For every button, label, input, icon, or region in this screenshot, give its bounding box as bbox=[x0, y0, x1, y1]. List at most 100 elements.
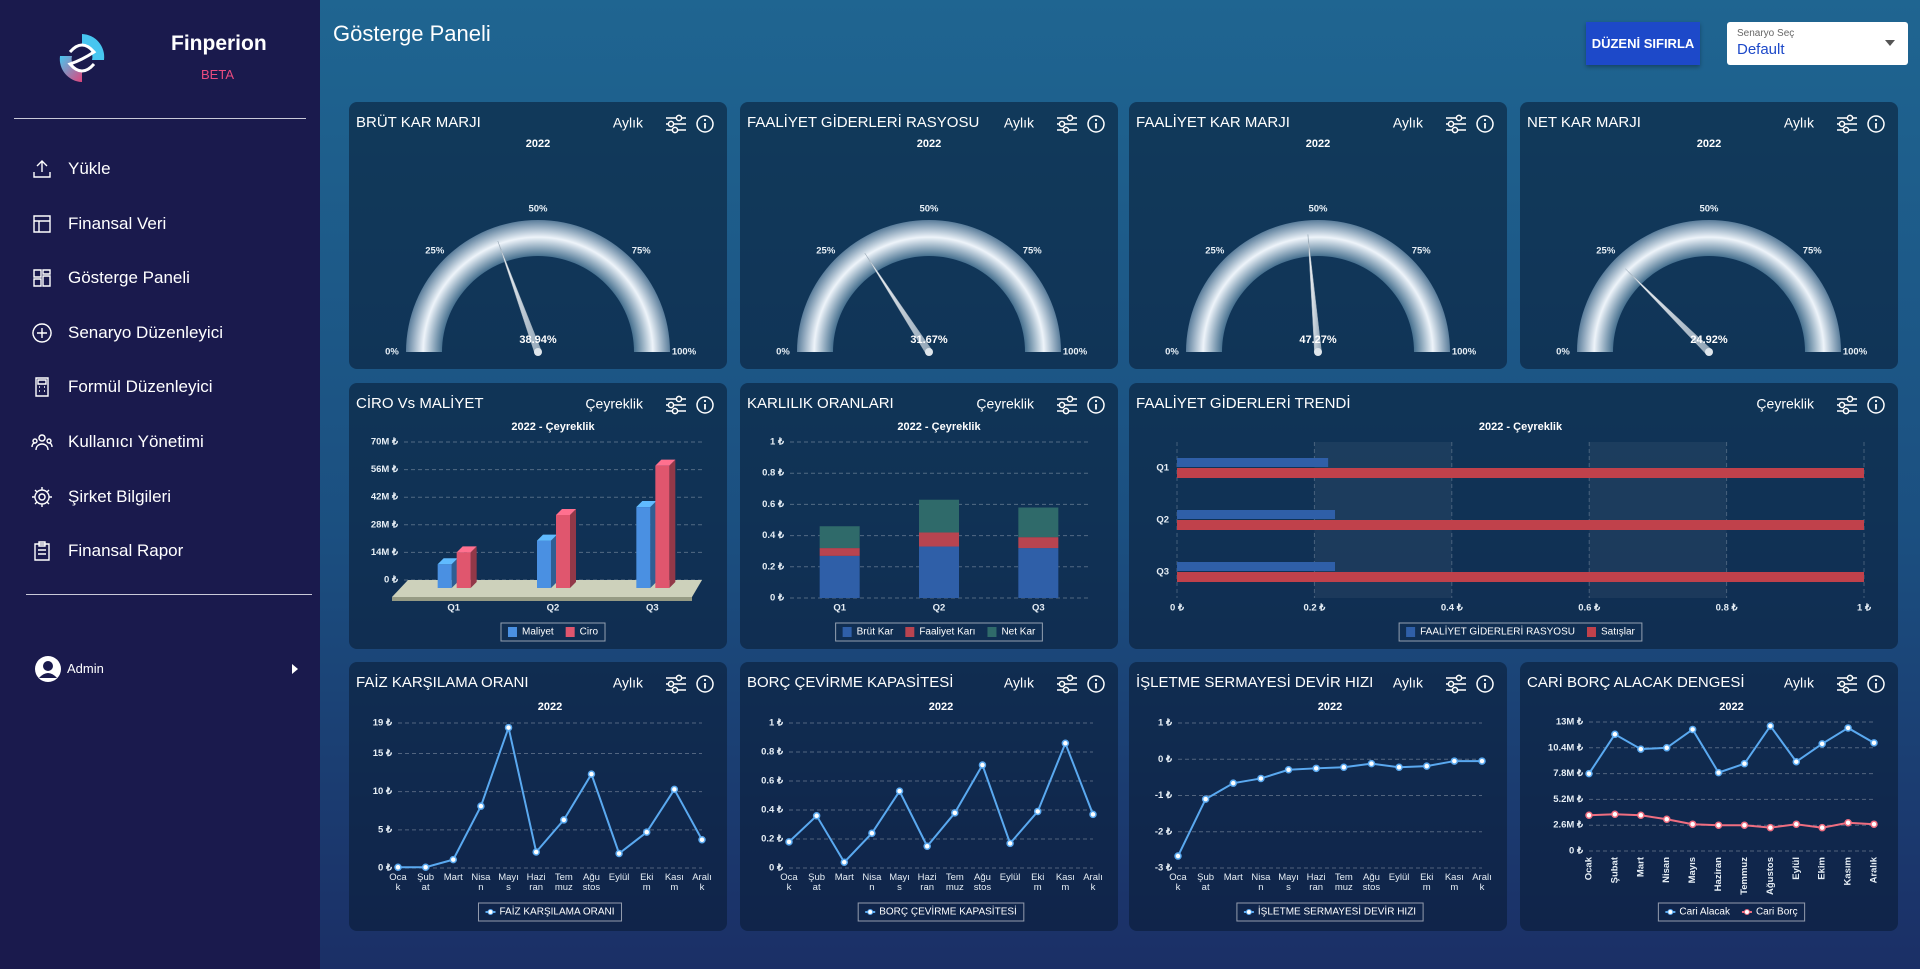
info-icon[interactable] bbox=[696, 675, 714, 693]
icon-dot bbox=[1483, 678, 1487, 682]
settings-icon[interactable] bbox=[1057, 114, 1077, 134]
info-icon[interactable] bbox=[1476, 675, 1494, 693]
icon-circle bbox=[696, 675, 714, 693]
avatar[interactable] bbox=[34, 655, 62, 683]
period-label[interactable]: Aylık bbox=[1004, 115, 1035, 131]
x-tick-label: Mayıs bbox=[498, 873, 519, 893]
settings-icon[interactable] bbox=[666, 674, 686, 694]
x-tick-label-box: Mayıs bbox=[498, 873, 519, 893]
menu-item[interactable]: Senaryo Düzenleyici bbox=[0, 318, 320, 348]
info-icon[interactable] bbox=[696, 396, 714, 414]
legend-box bbox=[835, 622, 1043, 642]
settings-icon[interactable] bbox=[1837, 395, 1857, 415]
settings-icon[interactable] bbox=[1057, 674, 1077, 694]
info-icon[interactable] bbox=[1867, 675, 1885, 693]
period-label[interactable]: Çeyreklik bbox=[976, 396, 1035, 412]
x-tick-label: Temmuz bbox=[945, 873, 964, 893]
info-icon[interactable] bbox=[1867, 115, 1885, 133]
chart: FAALİYET GİDERLERİ TRENDİ Çeyreklik 2022 -… bbox=[1136, 394, 1885, 642]
info-icon[interactable] bbox=[1867, 396, 1885, 414]
info-icon[interactable] bbox=[1087, 675, 1105, 693]
bar bbox=[655, 465, 670, 588]
reset-button[interactable]: DÜZENİ SIFIRLA bbox=[1586, 22, 1700, 65]
period-label[interactable]: Aylık bbox=[1784, 675, 1815, 691]
period-label[interactable]: Aylık bbox=[1784, 115, 1815, 131]
period-label[interactable]: Aylık bbox=[613, 675, 644, 691]
info-icon[interactable] bbox=[1476, 115, 1494, 133]
point bbox=[1818, 740, 1826, 748]
menu-item[interactable]: Gösterge Paneli bbox=[0, 263, 320, 293]
x-tick-label: Eylül bbox=[608, 873, 630, 883]
menu-item[interactable]: Finansal Veri bbox=[0, 209, 320, 239]
x-tick-label-box: Ekim bbox=[640, 873, 653, 893]
icon-knob bbox=[1058, 120, 1066, 128]
chart-subtitle: 2022 bbox=[1719, 701, 1743, 713]
menu-item[interactable]: Kullanıcı Yönetimi bbox=[0, 427, 320, 457]
bar-segment bbox=[819, 526, 860, 549]
settings-icon[interactable] bbox=[1446, 674, 1466, 694]
menu-icon bbox=[32, 323, 52, 343]
user-name[interactable]: Admin bbox=[67, 661, 104, 676]
settings-icon[interactable] bbox=[1057, 395, 1077, 415]
bar bbox=[636, 507, 651, 588]
x-tick-label-box: Aralık bbox=[692, 873, 712, 893]
icon-shape bbox=[32, 486, 52, 507]
gauge-tick-label: 50% bbox=[1308, 204, 1328, 215]
x-tick-label-box: Aralık bbox=[1083, 873, 1103, 893]
icon-dot bbox=[1094, 399, 1098, 403]
page-title: Gösterge Paneli bbox=[333, 21, 491, 46]
expand-arrow[interactable] bbox=[290, 663, 300, 675]
settings-icon[interactable] bbox=[666, 395, 686, 415]
menu-item[interactable]: Finansal Rapor bbox=[0, 536, 320, 566]
period-label[interactable]: Aylık bbox=[1004, 675, 1035, 691]
point bbox=[978, 761, 987, 769]
x-tick-label: Temmuz bbox=[1739, 857, 1750, 895]
period-label[interactable]: Aylık bbox=[1393, 115, 1424, 131]
menu-item[interactable]: Yükle bbox=[0, 154, 320, 184]
line bbox=[1177, 760, 1482, 857]
scenario-select[interactable]: Senaryo Seç Default bbox=[1727, 22, 1908, 65]
chart-title: KARLILIK ORANLARI bbox=[747, 395, 894, 412]
x-tick-label: Kasım bbox=[664, 873, 684, 893]
select-value: Default bbox=[1737, 41, 1785, 58]
chart: BORÇ ÇEVİRME KAPASİTESİ Aylık 2022 0 ₺ 0.2 ₺… bbox=[747, 673, 1105, 922]
settings-icon[interactable] bbox=[666, 114, 686, 134]
menu-label: Yükle bbox=[68, 159, 111, 178]
menu-item[interactable]: Formül Düzenleyici bbox=[0, 372, 320, 402]
info-icon[interactable] bbox=[696, 115, 714, 133]
icon-knob bbox=[1838, 680, 1846, 688]
point bbox=[1450, 757, 1459, 765]
point bbox=[1229, 779, 1238, 787]
legend-swatch bbox=[905, 627, 915, 637]
point bbox=[1766, 722, 1775, 730]
settings-icon[interactable] bbox=[1446, 114, 1466, 134]
period-label[interactable]: Çeyreklik bbox=[1756, 396, 1815, 412]
period-label[interactable]: Aylık bbox=[613, 115, 644, 131]
info-icon[interactable] bbox=[1087, 396, 1105, 414]
y-tick-label: 0.6 ₺ bbox=[761, 776, 784, 787]
point bbox=[1367, 759, 1376, 768]
caret bbox=[1885, 40, 1895, 46]
period-label[interactable]: Çeyreklik bbox=[585, 396, 644, 412]
x-tick-label: Q2 bbox=[933, 603, 946, 614]
chart: İŞLETME SERMAYESİ DEVİR HIZI Aylık 2022 -3 … bbox=[1136, 673, 1494, 922]
point bbox=[1585, 769, 1593, 778]
point bbox=[1611, 730, 1619, 739]
settings-icon[interactable] bbox=[1837, 674, 1857, 694]
x-tick-label: Mart bbox=[834, 873, 854, 883]
x-tick-label: Kasım bbox=[1055, 873, 1075, 893]
logo-part bbox=[67, 43, 97, 73]
point bbox=[1792, 757, 1801, 766]
point bbox=[1688, 725, 1697, 734]
icon-knob bbox=[1447, 680, 1455, 688]
legend-box bbox=[477, 902, 623, 922]
point bbox=[1637, 745, 1645, 753]
period-label[interactable]: Aylık bbox=[1393, 675, 1424, 691]
settings-icon[interactable] bbox=[1837, 114, 1857, 134]
info-icon[interactable] bbox=[1087, 115, 1105, 133]
chart-title: NET KAR MARJI bbox=[1527, 114, 1641, 131]
menu-item[interactable]: Şirket Bilgileri bbox=[0, 482, 320, 512]
x-tick-label-box: Haziran bbox=[918, 873, 937, 893]
x-tick-label-box: Mayıs bbox=[889, 873, 910, 893]
bar-top bbox=[537, 534, 557, 541]
